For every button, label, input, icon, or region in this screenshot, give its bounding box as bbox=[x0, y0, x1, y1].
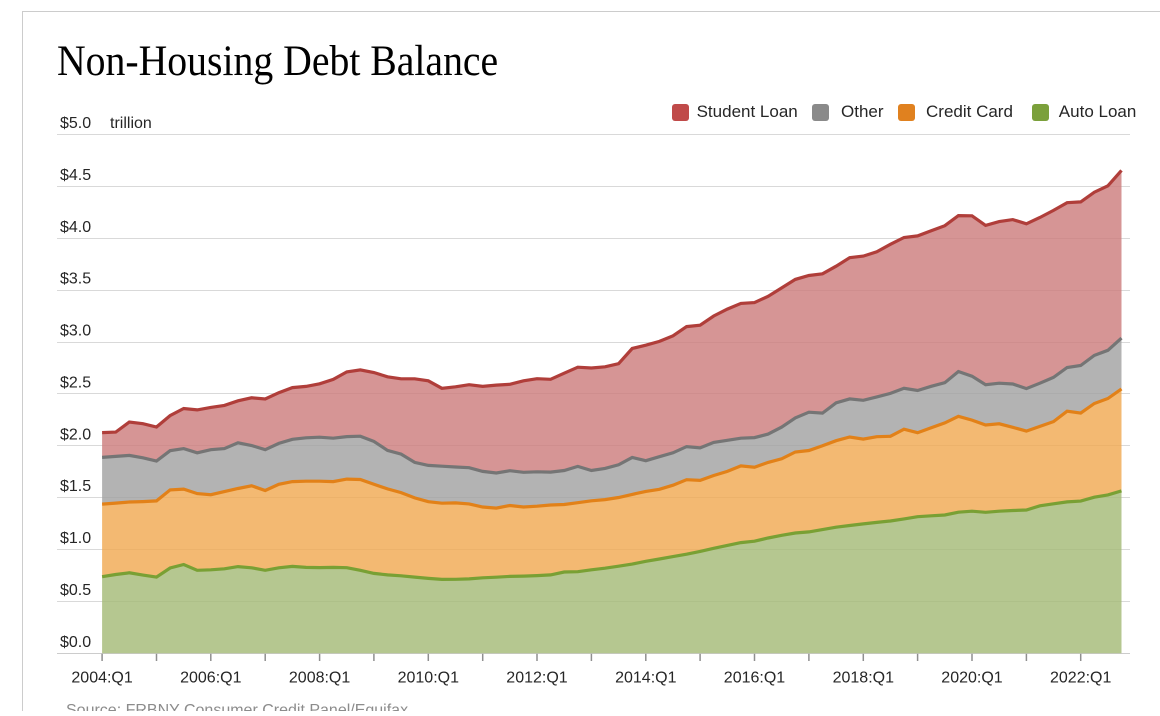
svg-text:Source: FRBNY Consumer Credit: Source: FRBNY Consumer Credit Panel/Equi… bbox=[66, 702, 408, 711]
svg-text:$3.5: $3.5 bbox=[60, 271, 91, 288]
svg-text:trillion: trillion bbox=[110, 115, 152, 132]
svg-text:2006:Q1: 2006:Q1 bbox=[180, 670, 241, 687]
svg-text:2010:Q1: 2010:Q1 bbox=[398, 670, 459, 687]
svg-text:$1.0: $1.0 bbox=[60, 530, 91, 547]
svg-text:2014:Q1: 2014:Q1 bbox=[615, 670, 676, 687]
svg-text:$1.5: $1.5 bbox=[60, 478, 91, 495]
svg-text:2020:Q1: 2020:Q1 bbox=[941, 670, 1002, 687]
svg-text:$2.5: $2.5 bbox=[60, 374, 91, 391]
svg-text:$4.0: $4.0 bbox=[60, 219, 91, 236]
svg-text:$0.5: $0.5 bbox=[60, 582, 91, 599]
svg-text:2022:Q1: 2022:Q1 bbox=[1050, 670, 1111, 687]
svg-text:$3.0: $3.0 bbox=[60, 323, 91, 340]
svg-text:$2.0: $2.0 bbox=[60, 426, 91, 443]
svg-text:2012:Q1: 2012:Q1 bbox=[506, 670, 567, 687]
svg-text:2004:Q1: 2004:Q1 bbox=[71, 670, 132, 687]
svg-text:2008:Q1: 2008:Q1 bbox=[289, 670, 350, 687]
svg-text:$5.0: $5.0 bbox=[60, 115, 91, 132]
svg-text:$0.0: $0.0 bbox=[60, 634, 91, 651]
svg-text:2018:Q1: 2018:Q1 bbox=[833, 670, 894, 687]
svg-text:2016:Q1: 2016:Q1 bbox=[724, 670, 785, 687]
svg-text:$4.5: $4.5 bbox=[60, 167, 91, 184]
